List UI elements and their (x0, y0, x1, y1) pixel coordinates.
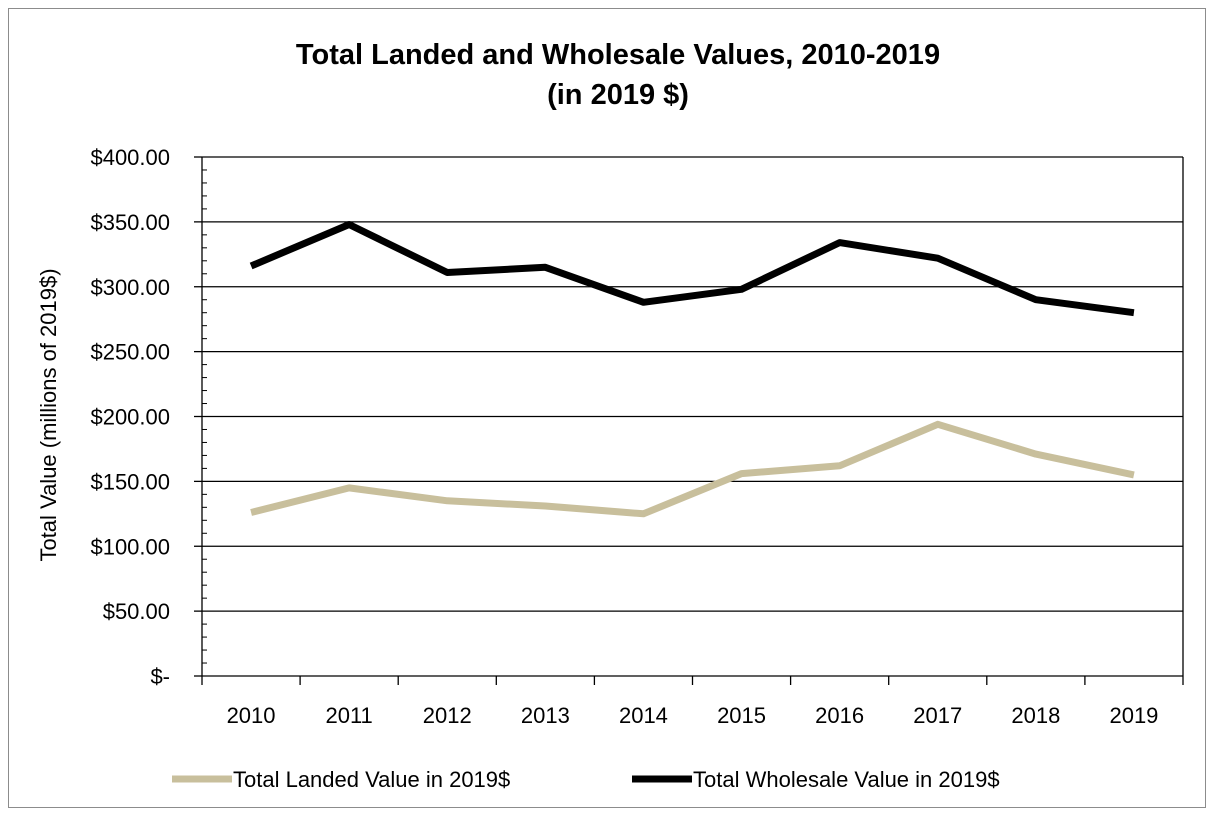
legend: Total Landed Value in 2019$ Total Wholesa… (172, 767, 1000, 792)
y-tick-label: $200.00 (90, 405, 170, 430)
chart-frame (8, 8, 1206, 808)
chart-subtitle: (in 2019 $) (547, 79, 689, 111)
y-tick-label: $- (150, 664, 170, 689)
x-tick-label: 2013 (521, 703, 570, 728)
x-tick-label: 2018 (1011, 703, 1060, 728)
chart-title: Total Landed and Wholesale Values, 2010-… (296, 39, 940, 71)
y-tick-label: $350.00 (90, 210, 170, 235)
y-tick-label: $150.00 (90, 469, 170, 494)
series-lines (249, 221, 1135, 518)
y-tick-label: $50.00 (103, 599, 170, 624)
y-tick-label: $300.00 (90, 275, 170, 300)
axes: $- $50.00 $100.00 $150.00 $200.00 $250.00 $300… (90, 145, 1184, 728)
wholesale-value-line (249, 221, 1135, 317)
landed-value-line (250, 420, 1135, 518)
x-tick-label: 2010 (227, 703, 276, 728)
x-tick-label: 2019 (1109, 703, 1158, 728)
x-tick-label: 2016 (815, 703, 864, 728)
legend-label: Total Landed Value in 2019$ (233, 767, 510, 792)
x-tick-label: 2015 (717, 703, 766, 728)
x-tick-label: 2017 (913, 703, 962, 728)
y-axis-title: Total Value (millions of 2019$) (36, 268, 61, 561)
y-tick-label: $100.00 (90, 534, 170, 559)
y-tick-label: $400.00 (90, 145, 170, 170)
x-tick-label: 2014 (619, 703, 668, 728)
legend-label: Total Wholesale Value in 2019$ (693, 767, 1000, 792)
x-tick-label: 2011 (325, 703, 372, 728)
y-tick-label: $250.00 (90, 340, 170, 365)
x-tick-label: 2012 (423, 703, 472, 728)
gridlines (202, 156, 1183, 612)
